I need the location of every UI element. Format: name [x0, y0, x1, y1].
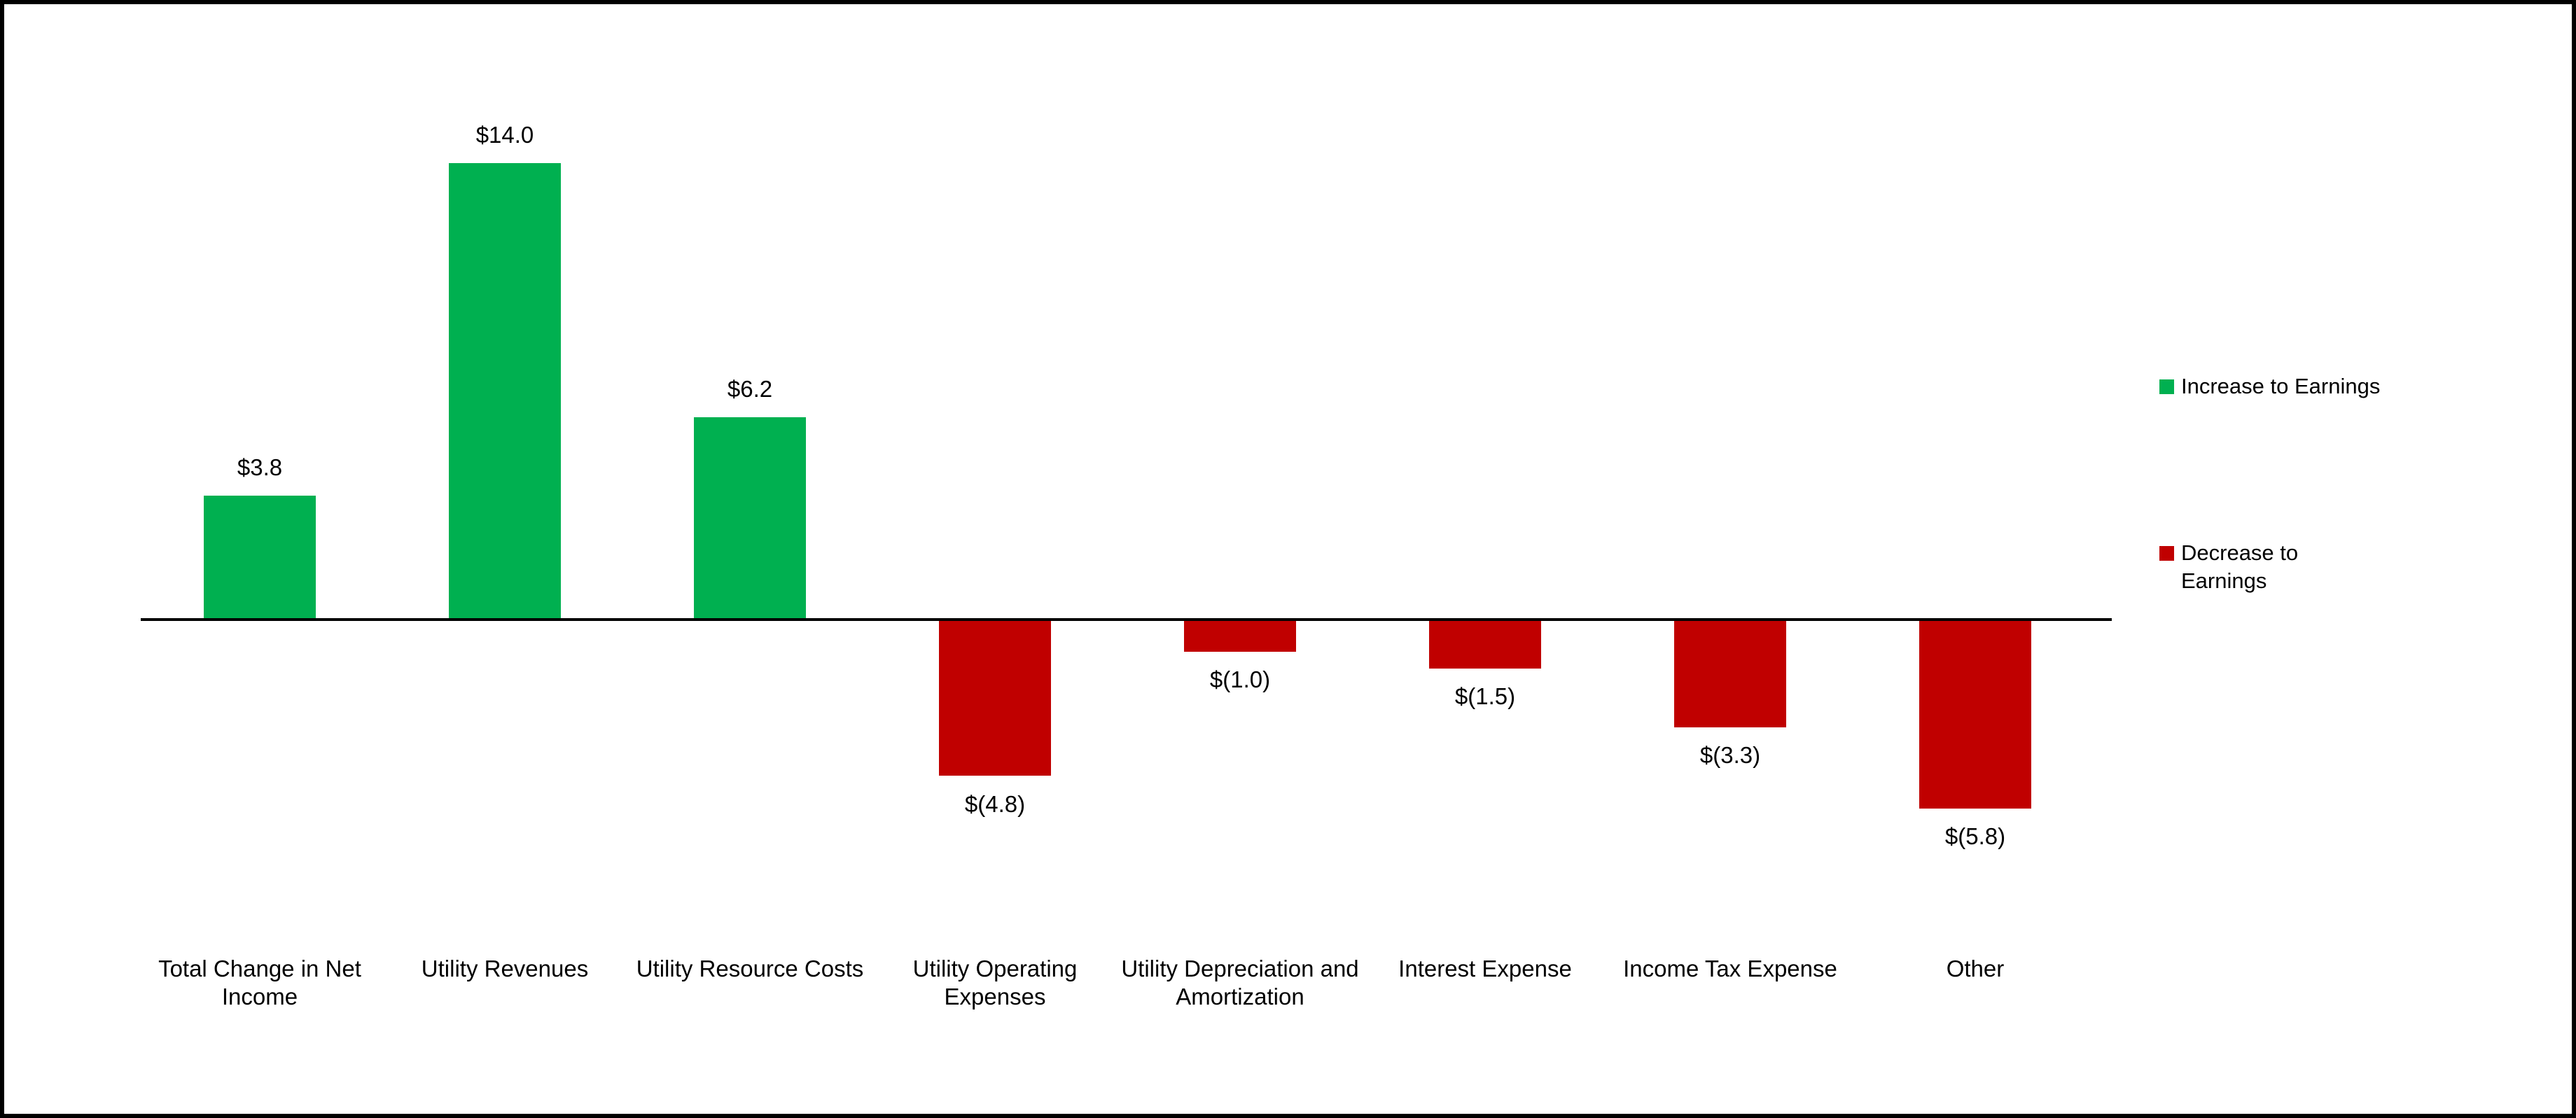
category-label-text: Utility Revenues [421, 956, 589, 981]
category-label-text: Interest Expense [1398, 956, 1572, 981]
legend-item-decrease: Decrease to Earnings [2159, 539, 2321, 595]
category-label: Income Tax Expense [1608, 955, 1853, 983]
category-label-text: Utility Depreciation and Amortization [1121, 956, 1359, 1009]
bar-value-label: $(1.0) [1209, 666, 1271, 693]
bar-value-label: $3.8 [237, 454, 283, 480]
chart-bar [1184, 619, 1296, 652]
chart-bar [449, 162, 561, 620]
chart-bar [204, 495, 316, 620]
chart-bar [1429, 619, 1541, 669]
legend-label-increase: Increase to Earnings [2181, 374, 2381, 398]
category-label: Utility Revenues [382, 955, 627, 983]
bar-value-label: $14.0 [475, 121, 534, 148]
chart-bar [939, 619, 1051, 776]
category-label-text: Income Tax Expense [1623, 956, 1837, 981]
bar-value-label: $(1.5) [1454, 683, 1516, 709]
category-label-text: Utility Operating Expenses [912, 956, 1078, 1009]
x-axis-zero-line [141, 618, 2112, 621]
category-label: Other [1853, 955, 2098, 983]
category-label-text: Other [1946, 956, 2005, 981]
legend-swatch-decrease-icon [2159, 546, 2174, 561]
plot-area: $3.8 $14.0 $6.2 $(4.8) $(1.0) $(1.5) $(3.3) $(5… [137, 122, 2098, 850]
category-label: Utility Depreciation and Amortization [1118, 955, 1363, 1011]
category-label-text: Total Change in Net Income [158, 956, 361, 1009]
category-axis-labels: Total Change in Net Income Utility Revenu… [137, 955, 2098, 1039]
category-label: Total Change in Net Income [137, 955, 382, 1011]
legend-item-increase: Increase to Earnings [2159, 372, 2412, 400]
bar-value-label: $(3.3) [1699, 741, 1761, 768]
chart-bar [694, 417, 806, 620]
bar-value-label: $(5.8) [1944, 823, 2006, 850]
category-label-text: Utility Resource Costs [636, 956, 864, 981]
chart-bar [1919, 619, 2031, 809]
legend-label-decrease: Decrease to Earnings [2181, 540, 2299, 593]
legend-swatch-increase-icon [2159, 379, 2174, 394]
chart-bar [1674, 619, 1786, 727]
bar-value-label: $(4.8) [964, 790, 1026, 817]
bar-value-label: $6.2 [727, 376, 773, 402]
category-label: Utility Operating Expenses [872, 955, 1118, 1011]
category-label: Interest Expense [1363, 955, 1608, 983]
category-label: Utility Resource Costs [627, 955, 872, 983]
